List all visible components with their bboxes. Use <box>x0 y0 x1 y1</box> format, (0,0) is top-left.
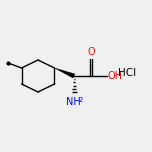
Text: 2: 2 <box>79 97 83 104</box>
Text: HCl: HCl <box>118 68 136 78</box>
Text: NH: NH <box>66 97 80 107</box>
Text: O: O <box>87 47 95 57</box>
Text: OH: OH <box>108 71 123 81</box>
Polygon shape <box>54 68 75 78</box>
